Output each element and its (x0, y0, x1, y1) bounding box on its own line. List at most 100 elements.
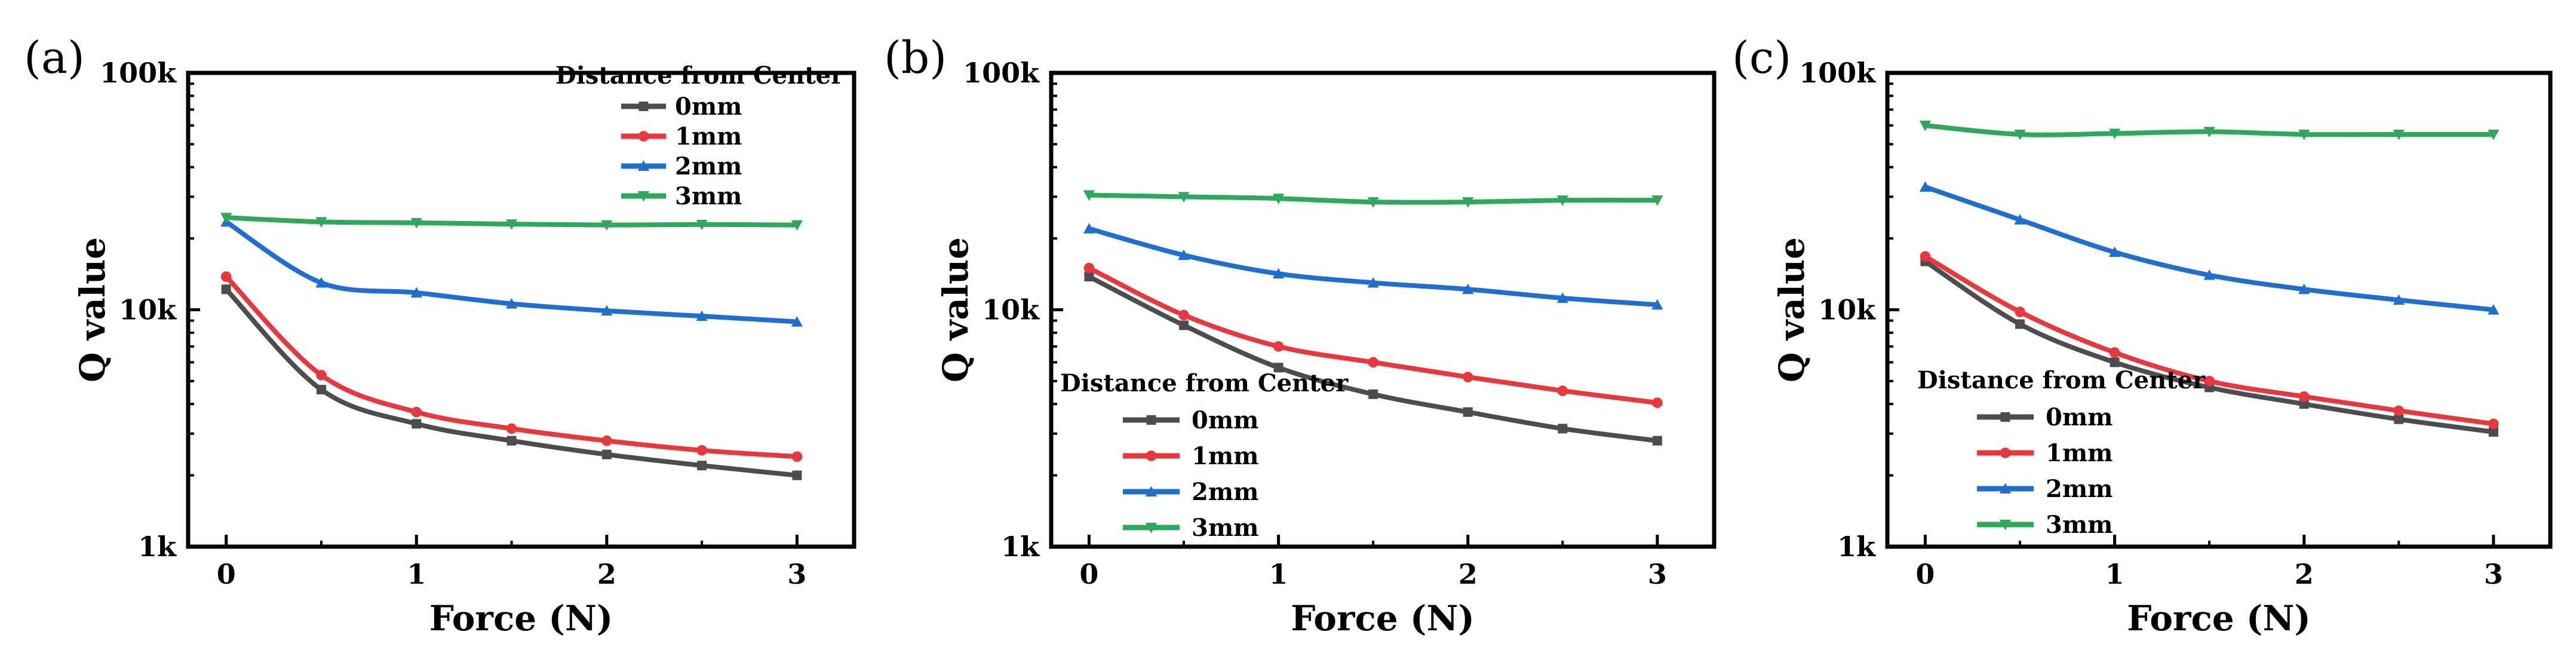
series-line-0mm (1923, 259, 2496, 434)
data-point-0mm (601, 449, 612, 459)
y-tick-label: 10k (119, 294, 177, 326)
data-point-1mm (316, 370, 327, 381)
data-point-1mm (1920, 251, 1931, 262)
data-point-2mm (1083, 223, 1095, 234)
legend-label-0mm: 0mm (675, 93, 742, 121)
data-point-1mm (2015, 306, 2025, 317)
data-point-1mm (1462, 372, 1473, 382)
data-point-0mm (697, 461, 707, 471)
data-point-1mm (2488, 418, 2499, 430)
data-point-2mm (2203, 269, 2215, 280)
data-point-2mm (315, 277, 327, 288)
data-point-2mm (601, 305, 613, 316)
data-point-0mm (412, 419, 422, 429)
y-axis-title: Q value (935, 237, 976, 382)
y-tick-label: 10k (1818, 294, 1876, 326)
data-point-2mm (791, 315, 803, 327)
panel-label: (b) (884, 32, 947, 84)
data-point-1mm (696, 445, 707, 456)
data-point-3mm (1272, 194, 1285, 204)
data-point-0mm (1273, 363, 1284, 373)
data-point-3mm (410, 217, 422, 229)
data-point-0mm (1368, 389, 1378, 399)
data-point-3mm (2488, 129, 2500, 140)
data-point-2mm (1919, 181, 1932, 192)
legend-label-1mm: 1mm (675, 122, 742, 151)
x-tick-label: 0 (1079, 558, 1098, 590)
data-point-1mm (791, 451, 803, 462)
data-point-1mm (2393, 405, 2405, 416)
y-axis-title: Q value (1771, 237, 1812, 382)
data-point-0mm (1179, 320, 1189, 330)
data-point-2mm (1462, 283, 1474, 295)
data-point-0mm (2394, 414, 2404, 424)
x-axis-title: Force (N) (429, 598, 613, 639)
x-tick-label: 3 (2484, 558, 2503, 590)
legend-label-3mm: 3mm (2046, 511, 2113, 539)
data-point-3mm (1462, 197, 1474, 208)
data-point-3mm (601, 220, 613, 231)
x-axis-title: Force (N) (2127, 598, 2311, 639)
legend-label-1mm: 1mm (1192, 442, 1258, 470)
data-point-2mm (2014, 214, 2026, 225)
data-point-3mm (220, 213, 232, 223)
data-point-1mm (1368, 357, 1378, 368)
data-point-0mm (1558, 424, 1568, 434)
plot-frame (1885, 70, 2553, 549)
legend-marker-0mm (1146, 415, 1156, 425)
data-point-1mm (1273, 341, 1284, 352)
data-point-2mm (1367, 277, 1379, 288)
legend-label-2mm: 2mm (2046, 475, 2113, 503)
chart-panel-1: (b) 1k 10k 100k 0 1 2 3 Force (N) Q value Distance… (884, 32, 1717, 639)
legend-marker-1mm (638, 131, 649, 142)
data-point-1mm (1083, 262, 1095, 274)
data-point-3mm (696, 219, 708, 231)
plot-frame (1049, 70, 1717, 549)
data-point-3mm (505, 219, 518, 230)
data-point-3mm (2393, 129, 2405, 140)
series-line-2mm (1923, 184, 2496, 312)
legend-marker-0mm (2000, 412, 2010, 422)
data-point-2mm (2108, 246, 2121, 257)
data-point-1mm (1178, 309, 1189, 321)
data-point-2mm (1272, 268, 1285, 279)
data-point-1mm (2298, 391, 2310, 402)
data-point-3mm (1651, 195, 1663, 206)
y-tick-label: 100k (963, 57, 1040, 89)
data-point-3mm (2298, 129, 2310, 140)
x-axis-title: Force (N) (1291, 598, 1475, 639)
y-tick-label: 1k (1837, 531, 1876, 563)
panel-label: (c) (1732, 32, 1791, 84)
legend-label-3mm: 3mm (675, 182, 742, 210)
x-tick-label: 0 (1915, 558, 1935, 590)
x-tick-label: 2 (1459, 558, 1478, 590)
data-point-1mm (506, 423, 517, 434)
data-point-2mm (2298, 283, 2310, 295)
data-point-0mm (2488, 427, 2498, 437)
legend-marker-2mm (1999, 483, 2012, 493)
x-tick-label: 0 (217, 558, 236, 590)
data-point-0mm (506, 436, 517, 446)
data-point-2mm (410, 287, 422, 298)
legend-marker-1mm (2000, 447, 2011, 458)
legend-label-2mm: 2mm (675, 152, 742, 180)
data-point-1mm (601, 435, 612, 446)
legend-marker-1mm (1146, 450, 1157, 461)
x-tick-label: 2 (2295, 558, 2314, 590)
data-point-3mm (315, 217, 327, 228)
data-point-3mm (1178, 192, 1190, 203)
data-point-2mm (696, 310, 708, 321)
data-point-1mm (2204, 376, 2215, 387)
legend-marker-3mm (1999, 520, 2012, 531)
data-point-0mm (2015, 319, 2025, 329)
data-point-2mm (1651, 299, 1663, 310)
y-tick-label: 1k (138, 531, 177, 563)
data-point-0mm (2110, 357, 2120, 367)
y-tick-label: 100k (1799, 57, 1876, 89)
plot-frame (186, 70, 856, 549)
data-point-0mm (221, 284, 231, 295)
data-point-3mm (1556, 195, 1568, 206)
data-point-0mm (317, 385, 326, 395)
chart-panel-0: (a) 1k 10k 100k 0 1 2 3 Force (N) Q value Distance… (24, 32, 856, 639)
x-tick-label: 1 (2105, 558, 2124, 590)
